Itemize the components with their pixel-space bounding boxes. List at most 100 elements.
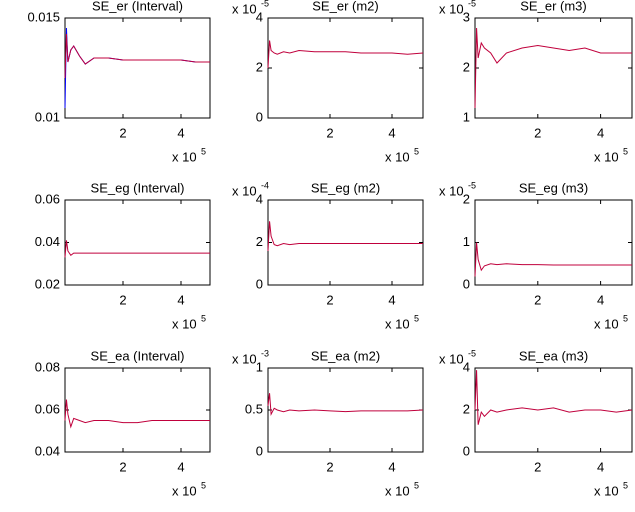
- y-tick-label: 0.04: [35, 234, 60, 249]
- y-tick-label: 0: [463, 276, 470, 291]
- x-scale-base: x 10: [172, 149, 197, 164]
- y-tick-label: 0.08: [35, 359, 60, 374]
- y-tick-label: 0.06: [35, 191, 60, 206]
- x-scale-exponent: 5: [414, 480, 419, 490]
- x-tick-label: 4: [177, 125, 184, 140]
- axes-box: [64, 199, 211, 286]
- x-tick-label: 2: [326, 459, 333, 474]
- x-tick-label: 2: [326, 292, 333, 307]
- y-scale-exponent: -5: [468, 0, 476, 8]
- axes-box: [474, 17, 633, 119]
- chart-title: SE_eg (Interval): [91, 180, 185, 195]
- y-tick-label: 0.02: [35, 276, 60, 291]
- y-scale-exponent: -5: [261, 0, 269, 8]
- y-scale-exponent: -3: [261, 348, 269, 358]
- data-line: [474, 242, 632, 277]
- x-tick-label: 4: [177, 292, 184, 307]
- y-tick-label: 2: [256, 59, 263, 74]
- y-tick-label: 0.06: [35, 401, 60, 416]
- x-tick-label: 2: [534, 459, 541, 474]
- x-tick-label: 4: [597, 459, 604, 474]
- y-scale-exponent: -5: [468, 348, 476, 358]
- y-tick-label: 0.015: [27, 9, 60, 24]
- x-scale-base: x 10: [594, 149, 619, 164]
- y-scale-base: x 10: [439, 183, 464, 198]
- y-scale-base: x 10: [232, 183, 257, 198]
- x-scale-base: x 10: [172, 316, 197, 331]
- x-scale-exponent: 5: [414, 313, 419, 323]
- y-tick-label: 2: [463, 401, 470, 416]
- axes-box: [267, 17, 424, 119]
- y-scale-exponent: -4: [261, 180, 269, 190]
- x-tick-label: 4: [597, 125, 604, 140]
- x-tick-label: 4: [177, 459, 184, 474]
- x-tick-label: 2: [119, 459, 126, 474]
- x-scale-base: x 10: [172, 483, 197, 498]
- chart-title: SE_eg (m2): [311, 180, 380, 195]
- axes-box: [474, 199, 633, 286]
- data-line: [267, 40, 424, 69]
- y-tick-label: 0: [256, 276, 263, 291]
- x-scale-exponent: 5: [414, 146, 419, 156]
- chart-title: SE_er (Interval): [92, 0, 183, 13]
- x-scale-exponent: 5: [201, 313, 206, 323]
- y-scale-base: x 10: [232, 351, 257, 366]
- data-line: [64, 399, 210, 429]
- x-tick-label: 4: [388, 125, 395, 140]
- chart-title: SE_ea (m3): [519, 348, 588, 363]
- x-scale-base: x 10: [385, 149, 410, 164]
- y-tick-label: 0.01: [35, 109, 60, 124]
- x-scale-base: x 10: [594, 483, 619, 498]
- y-tick-label: 0: [256, 443, 263, 458]
- x-tick-label: 2: [326, 125, 333, 140]
- y-tick-label: 0: [256, 109, 263, 124]
- y-tick-label: 1: [463, 109, 470, 124]
- x-tick-label: 2: [119, 125, 126, 140]
- chart-title: SE_er (m3): [520, 0, 586, 13]
- x-scale-base: x 10: [385, 483, 410, 498]
- x-scale-exponent: 5: [623, 480, 628, 490]
- x-scale-exponent: 5: [201, 480, 206, 490]
- axes-box: [267, 199, 424, 286]
- y-tick-label: 1: [256, 359, 263, 374]
- axes-box: [64, 367, 211, 453]
- data-line: [474, 370, 633, 425]
- y-scale-exponent: -5: [468, 180, 476, 190]
- chart-title: SE_eg (m3): [519, 180, 588, 195]
- x-tick-label: 4: [388, 459, 395, 474]
- axes-box: [474, 367, 633, 453]
- data-line: [267, 221, 423, 252]
- x-tick-label: 2: [534, 292, 541, 307]
- y-tick-label: 0: [463, 443, 470, 458]
- chart-title: SE_ea (m2): [311, 348, 380, 363]
- x-scale-base: x 10: [594, 316, 619, 331]
- x-scale-exponent: 5: [623, 313, 628, 323]
- x-tick-label: 2: [119, 292, 126, 307]
- x-tick-label: 2: [534, 125, 541, 140]
- y-tick-label: 4: [256, 191, 263, 206]
- y-tick-label: 0.5: [245, 401, 263, 416]
- chart-title: SE_ea (Interval): [91, 348, 185, 363]
- y-scale-base: x 10: [439, 1, 464, 16]
- chart-title: SE_er (m2): [312, 0, 378, 13]
- y-tick-label: 2: [463, 191, 470, 206]
- y-tick-label: 3: [463, 9, 470, 24]
- x-scale-exponent: 5: [623, 146, 628, 156]
- y-tick-label: 0.04: [35, 443, 60, 458]
- y-tick-label: 1: [463, 234, 470, 249]
- y-scale-base: x 10: [232, 1, 257, 16]
- y-tick-label: 4: [463, 359, 470, 374]
- y-scale-base: x 10: [439, 351, 464, 366]
- y-tick-label: 4: [256, 9, 263, 24]
- x-tick-label: 4: [597, 292, 604, 307]
- data-line: [474, 27, 632, 109]
- y-tick-label: 2: [256, 234, 263, 249]
- y-tick-label: 2: [463, 59, 470, 74]
- x-scale-base: x 10: [385, 316, 410, 331]
- data-line: [64, 240, 210, 258]
- data-line: [64, 33, 210, 79]
- x-tick-label: 4: [388, 292, 395, 307]
- data-line: [267, 393, 424, 416]
- x-scale-exponent: 5: [201, 146, 206, 156]
